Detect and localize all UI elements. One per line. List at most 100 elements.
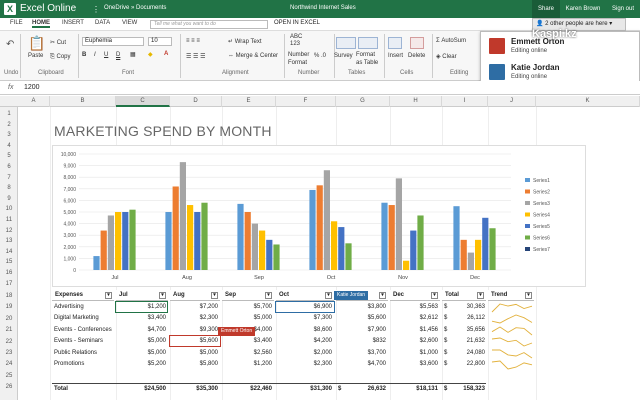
delete-cells-icon[interactable] (410, 37, 424, 49)
fill-color-icon[interactable]: ◆ (148, 52, 153, 58)
delete-cells-button[interactable]: Delete (408, 53, 426, 59)
chart-bar[interactable] (107, 215, 114, 270)
table-cell[interactable]: $6,900 (313, 304, 332, 310)
presence-user-name[interactable]: Emmett Orton (511, 37, 565, 46)
number-format-icon[interactable]: ABC 123 (290, 34, 303, 47)
chart-bar[interactable] (417, 215, 424, 270)
column-header[interactable]: A (18, 96, 50, 107)
table-cell[interactable]: $2,560 (253, 349, 272, 356)
sheet-title[interactable]: MARKETING SPEND BY MONTH (54, 123, 272, 139)
total-cell[interactable]: 26,632 (367, 385, 386, 392)
row-header[interactable]: 10 (5, 206, 13, 213)
formula-input[interactable]: 1200 (24, 84, 40, 91)
table-cell[interactable]: 24,080 (466, 349, 485, 356)
chart-bar[interactable] (475, 239, 482, 270)
chart-bar[interactable] (345, 243, 352, 270)
chart-bar[interactable] (194, 212, 201, 270)
chart-bar[interactable] (453, 206, 460, 270)
table-header-cell[interactable]: Sep ▾ (222, 290, 274, 301)
clear-button[interactable]: ◈ Clear (436, 53, 457, 60)
wrap-text-button[interactable]: ↵ Wrap Text (228, 38, 262, 45)
column-header[interactable]: K (536, 96, 640, 107)
insert-cells-icon[interactable] (388, 37, 402, 49)
table-cell[interactable] (116, 370, 166, 381)
cut-button[interactable]: ✂ Cut (50, 39, 66, 46)
row-header[interactable]: 17 (5, 280, 13, 287)
total-cell[interactable]: $22,460 (250, 385, 272, 392)
row-header[interactable]: 6 (7, 164, 11, 170)
table-cell[interactable]: $2,612 (419, 315, 438, 322)
column-header[interactable]: I (442, 96, 488, 107)
column-header[interactable]: D (170, 96, 222, 107)
open-in-excel-button[interactable]: OPEN IN EXCEL (274, 20, 321, 26)
row-header[interactable]: 12 (5, 227, 13, 234)
font-size-select[interactable]: 10 (148, 37, 172, 46)
row-header[interactable]: 25 (5, 372, 13, 379)
table-cell[interactable]: $7,200 (199, 304, 218, 310)
filter-dropdown-icon[interactable]: ▾ (211, 292, 218, 299)
table-cell[interactable]: $5,700 (253, 304, 272, 310)
filter-dropdown-icon[interactable]: ▾ (477, 292, 484, 299)
row-header[interactable]: 3 (7, 132, 11, 139)
table-cell[interactable]: 22,800 (466, 361, 485, 367)
sign-out-link[interactable]: Sign out (611, 6, 635, 12)
survey-button[interactable]: Survey (334, 53, 353, 59)
active-cell-selection[interactable] (115, 301, 168, 313)
chart-bar[interactable] (122, 212, 129, 270)
table-cell[interactable] (336, 370, 386, 381)
share-button[interactable]: Share (532, 0, 560, 18)
table-cell[interactable]: 26,112 (467, 315, 485, 322)
chart-bar[interactable] (316, 185, 323, 270)
user-name[interactable]: Karen Brown (565, 6, 601, 12)
currency-symbol[interactable]: $ (444, 385, 448, 392)
chart-bar[interactable] (388, 205, 395, 270)
total-cell[interactable]: $24,500 (144, 385, 166, 392)
chart-bar[interactable] (244, 212, 251, 270)
sheet-area[interactable]: MARKETING SPEND BY MONTH 10,000 9,000 8,00… (18, 107, 640, 400)
table-header-cell[interactable]: Total ▾ (442, 290, 486, 301)
table-cell[interactable]: 35,656 (466, 326, 485, 333)
row-header[interactable]: 18 (5, 293, 13, 299)
table-cell[interactable]: $5,563 (419, 304, 438, 310)
workbook-name[interactable]: Northwind Internet Sales (290, 5, 356, 11)
format-as-table-button[interactable]: Format as Table (356, 52, 379, 66)
total-cell[interactable]: $35,300 (196, 385, 218, 392)
table-cell[interactable]: $832 (372, 338, 386, 345)
table-cell[interactable]: $1,456 (419, 326, 438, 333)
app-launcher-icon[interactable]: ⋮ (92, 5, 100, 14)
row-header[interactable]: 4 (7, 142, 11, 149)
column-header[interactable]: E (222, 96, 276, 107)
table-cell[interactable]: $2,600 (419, 338, 438, 345)
tab-file[interactable]: FILE (10, 20, 23, 26)
row-label[interactable]: Digital Marketing (54, 315, 99, 322)
currency-symbol[interactable]: $ (444, 349, 448, 356)
table-header-cell[interactable]: Expenses ▾ (52, 290, 114, 301)
chart-bar[interactable] (187, 205, 194, 270)
column-header[interactable]: F (276, 96, 336, 107)
number-format-button[interactable]: Number Format (288, 52, 310, 66)
font-name-select[interactable]: Euphemia (82, 37, 144, 46)
filter-dropdown-icon[interactable]: ▾ (379, 292, 386, 299)
row-label[interactable]: Advertising (54, 304, 84, 310)
table-cell[interactable]: $5,600 (199, 338, 218, 345)
table-cell[interactable]: $5,000 (147, 349, 166, 356)
row-header[interactable]: 26 (5, 384, 13, 391)
row-header[interactable]: 13 (5, 238, 13, 245)
table-cell[interactable]: $3,400 (147, 315, 166, 322)
chart-bar[interactable] (331, 221, 338, 270)
table-cell[interactable]: $3,800 (367, 304, 386, 310)
tab-insert[interactable]: INSERT (62, 20, 84, 26)
row-label[interactable]: Events - Conferences (54, 326, 112, 333)
table-cell[interactable]: $5,000 (199, 349, 218, 356)
table-cell[interactable]: $1,200 (253, 361, 272, 367)
table-cell[interactable]: $2,300 (313, 361, 332, 367)
table-cell[interactable]: $5,800 (199, 361, 218, 367)
chart-bar[interactable] (338, 227, 345, 270)
total-cell[interactable]: $18,131 (416, 385, 438, 392)
total-cell[interactable]: $31,300 (310, 385, 332, 392)
row-header[interactable]: 8 (7, 185, 11, 192)
currency-symbol[interactable]: $ (338, 385, 342, 392)
chart-bar[interactable] (100, 230, 107, 270)
chart-bar[interactable] (266, 239, 273, 270)
excel-logo-icon[interactable]: X (4, 3, 16, 15)
